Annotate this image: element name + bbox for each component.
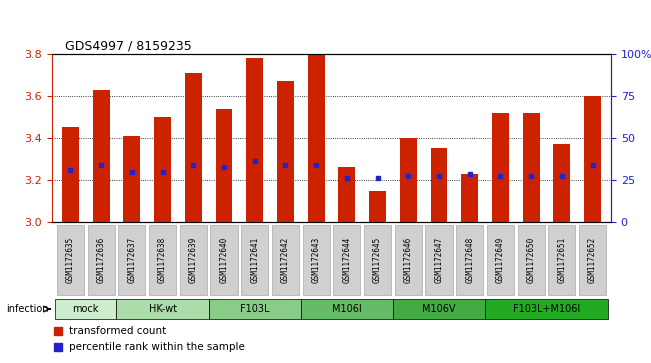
Bar — [430, 148, 447, 222]
Text: GSM1172650: GSM1172650 — [527, 237, 536, 283]
Text: GSM1172644: GSM1172644 — [342, 237, 352, 283]
Text: F103L+M106I: F103L+M106I — [513, 303, 580, 314]
Bar — [339, 167, 355, 222]
Bar — [124, 136, 141, 222]
Bar — [400, 138, 417, 222]
Text: HK-wt: HK-wt — [148, 303, 176, 314]
Text: GSM1172640: GSM1172640 — [219, 237, 229, 283]
FancyBboxPatch shape — [518, 225, 545, 295]
Text: GSM1172638: GSM1172638 — [158, 237, 167, 283]
Bar — [492, 113, 509, 222]
Text: M106I: M106I — [332, 303, 362, 314]
Bar — [185, 73, 202, 222]
Text: transformed count: transformed count — [69, 326, 166, 336]
Text: GSM1172637: GSM1172637 — [128, 237, 136, 283]
Text: GSM1172647: GSM1172647 — [434, 237, 443, 283]
Bar — [92, 90, 109, 222]
Text: GDS4997 / 8159235: GDS4997 / 8159235 — [65, 39, 192, 52]
Text: mock: mock — [73, 303, 99, 314]
Bar — [215, 109, 232, 222]
Bar — [246, 58, 263, 222]
Bar — [62, 127, 79, 222]
Text: M106V: M106V — [422, 303, 456, 314]
FancyBboxPatch shape — [364, 225, 391, 295]
FancyBboxPatch shape — [485, 299, 608, 319]
Text: percentile rank within the sample: percentile rank within the sample — [69, 342, 245, 352]
FancyBboxPatch shape — [301, 299, 393, 319]
FancyBboxPatch shape — [55, 299, 117, 319]
Text: GSM1172648: GSM1172648 — [465, 237, 474, 283]
Text: infection: infection — [7, 304, 49, 314]
Bar — [553, 144, 570, 222]
FancyBboxPatch shape — [242, 225, 268, 295]
FancyBboxPatch shape — [487, 225, 514, 295]
Bar — [277, 81, 294, 222]
Bar — [369, 191, 386, 222]
FancyBboxPatch shape — [333, 225, 361, 295]
Text: GSM1172636: GSM1172636 — [96, 237, 105, 283]
Bar — [154, 117, 171, 222]
Text: GSM1172642: GSM1172642 — [281, 237, 290, 283]
Text: GSM1172643: GSM1172643 — [312, 237, 321, 283]
Text: F103L: F103L — [240, 303, 270, 314]
Bar — [462, 174, 478, 222]
FancyBboxPatch shape — [118, 225, 145, 295]
FancyBboxPatch shape — [88, 225, 115, 295]
FancyBboxPatch shape — [117, 299, 208, 319]
FancyBboxPatch shape — [208, 299, 301, 319]
FancyBboxPatch shape — [579, 225, 606, 295]
FancyBboxPatch shape — [180, 225, 207, 295]
FancyBboxPatch shape — [456, 225, 483, 295]
Text: GSM1172651: GSM1172651 — [557, 237, 566, 283]
FancyBboxPatch shape — [393, 299, 485, 319]
FancyBboxPatch shape — [548, 225, 575, 295]
FancyBboxPatch shape — [303, 225, 329, 295]
Bar — [308, 54, 325, 222]
FancyBboxPatch shape — [57, 225, 84, 295]
Text: GSM1172646: GSM1172646 — [404, 237, 413, 283]
Text: GSM1172652: GSM1172652 — [588, 237, 597, 283]
FancyBboxPatch shape — [395, 225, 422, 295]
FancyBboxPatch shape — [210, 225, 238, 295]
Bar — [584, 96, 601, 222]
Bar — [523, 113, 540, 222]
Text: GSM1172649: GSM1172649 — [496, 237, 505, 283]
Text: GSM1172641: GSM1172641 — [250, 237, 259, 283]
FancyBboxPatch shape — [149, 225, 176, 295]
Text: GSM1172635: GSM1172635 — [66, 237, 75, 283]
FancyBboxPatch shape — [426, 225, 452, 295]
Text: GSM1172645: GSM1172645 — [373, 237, 382, 283]
FancyBboxPatch shape — [272, 225, 299, 295]
Text: GSM1172639: GSM1172639 — [189, 237, 198, 283]
